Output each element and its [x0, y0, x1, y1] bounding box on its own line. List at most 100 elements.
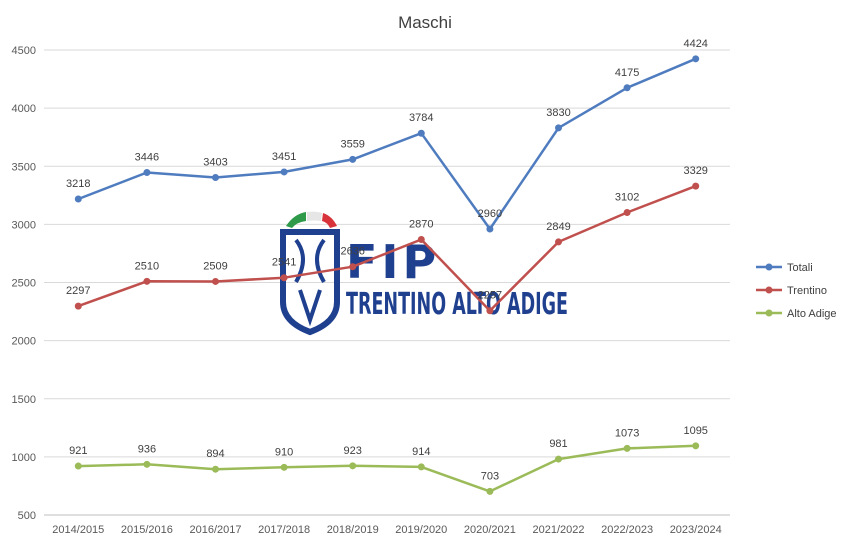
- data-label: 3830: [546, 107, 570, 119]
- data-label: 2541: [272, 257, 296, 269]
- data-point: [74, 195, 82, 203]
- legend-label: Totali: [787, 262, 813, 274]
- data-point: [74, 462, 82, 470]
- watermark-tricolor-icon: [286, 211, 337, 228]
- data-point: [349, 462, 357, 470]
- x-tick-label: 2014/2015: [52, 524, 104, 536]
- data-point: [349, 263, 357, 271]
- series-line: [77, 184, 697, 312]
- data-point: [143, 460, 151, 468]
- data-point: [486, 225, 494, 233]
- data-point: [143, 277, 151, 285]
- data-point: [212, 277, 219, 285]
- data-label: 3102: [615, 192, 639, 204]
- data-point: [143, 169, 151, 177]
- data-point: [692, 55, 700, 63]
- data-label: 2257: [478, 290, 502, 302]
- watermark-title: FIP: [346, 235, 440, 289]
- x-tick-label: 2018/2019: [327, 524, 379, 536]
- data-label: 923: [344, 445, 362, 457]
- fip-watermark-logo: FIP TRENTINO ALTO ADIGE: [280, 211, 568, 336]
- x-tick-label: 2015/2016: [121, 524, 173, 536]
- data-label: 3559: [340, 138, 364, 150]
- y-tick-label: 2500: [12, 278, 36, 290]
- data-point: [280, 463, 288, 471]
- data-point: [486, 307, 494, 315]
- data-label: 981: [549, 438, 567, 450]
- x-axis: 2014/2015 2015/2016 2016/2017 2017/2018 2018…: [52, 524, 721, 536]
- data-label: 914: [412, 446, 430, 458]
- data-point: [555, 455, 562, 463]
- data-label: 4175: [615, 67, 639, 79]
- data-label: 3218: [66, 178, 90, 190]
- data-label: 2870: [409, 218, 433, 230]
- data-point: [417, 235, 425, 243]
- x-tick-label: 2021/2022: [533, 524, 585, 536]
- series-line: [78, 444, 696, 493]
- data-point: [486, 487, 494, 495]
- series-line: [77, 57, 697, 231]
- data-point: [417, 463, 425, 471]
- y-tick-label: 500: [18, 510, 36, 522]
- data-label: 2960: [478, 208, 502, 220]
- data-label: 4424: [683, 38, 707, 50]
- legend-marker: [765, 286, 773, 294]
- watermark-subtitle: TRENTINO ALTO ADIGE: [346, 287, 568, 322]
- data-labels: 3218 3446 3403 3451 3559 3784 2960 3830 4175 4424…: [66, 38, 708, 483]
- legend: Totali Trentino Alto Adige: [756, 262, 837, 320]
- data-point: [623, 444, 631, 452]
- x-tick-label: 2022/2023: [601, 524, 653, 536]
- watermark-basket-icon: [294, 238, 326, 327]
- data-label: 2297: [66, 285, 90, 297]
- y-tick-label: 3000: [12, 219, 36, 231]
- legend-label: Trentino: [787, 285, 827, 297]
- data-label: 2636: [340, 246, 364, 258]
- data-label: 3451: [272, 151, 296, 163]
- y-tick-label: 1500: [12, 394, 36, 406]
- y-tick-label: 4500: [12, 45, 36, 57]
- data-label: 2509: [203, 260, 227, 272]
- data-label: 3784: [409, 112, 433, 124]
- data-point: [692, 182, 700, 190]
- y-tick-label: 1000: [12, 452, 36, 464]
- data-point: [417, 129, 425, 137]
- series-group: [74, 55, 700, 495]
- data-point: [212, 465, 219, 473]
- data-label: 703: [481, 470, 499, 482]
- data-point: [74, 302, 82, 310]
- data-label: 3403: [203, 157, 227, 169]
- x-tick-label: 2020/2021: [464, 524, 516, 536]
- data-label: 1073: [615, 427, 639, 439]
- data-point: [692, 442, 700, 450]
- data-label: 1095: [683, 425, 707, 437]
- data-label: 3446: [135, 152, 159, 164]
- data-label: 936: [138, 443, 156, 455]
- data-point: [280, 168, 288, 176]
- gridlines: [44, 49, 730, 516]
- legend-marker: [765, 263, 773, 271]
- x-tick-label: 2017/2018: [258, 524, 310, 536]
- y-tick-label: 3500: [12, 161, 36, 173]
- data-point: [555, 124, 562, 132]
- data-label: 2849: [546, 221, 570, 233]
- chart-title: Maschi: [398, 13, 452, 32]
- y-tick-label: 2000: [12, 336, 36, 348]
- x-tick-label: 2019/2020: [395, 524, 447, 536]
- data-point: [555, 238, 562, 246]
- y-tick-label: 4000: [12, 103, 36, 115]
- data-point: [212, 174, 219, 182]
- data-label: 3329: [683, 165, 707, 177]
- data-label: 910: [275, 446, 293, 458]
- data-point: [280, 274, 288, 282]
- data-point: [349, 155, 357, 163]
- y-axis: 500 1000 1500 2000 2500 3000 3500 4000 4500: [12, 45, 36, 522]
- x-tick-label: 2016/2017: [190, 524, 242, 536]
- x-tick-label: 2023/2024: [670, 524, 722, 536]
- legend-label: Alto Adige: [787, 308, 837, 320]
- data-point: [623, 209, 631, 217]
- data-point: [623, 84, 631, 92]
- data-label: 894: [206, 448, 224, 460]
- legend-marker: [765, 309, 773, 317]
